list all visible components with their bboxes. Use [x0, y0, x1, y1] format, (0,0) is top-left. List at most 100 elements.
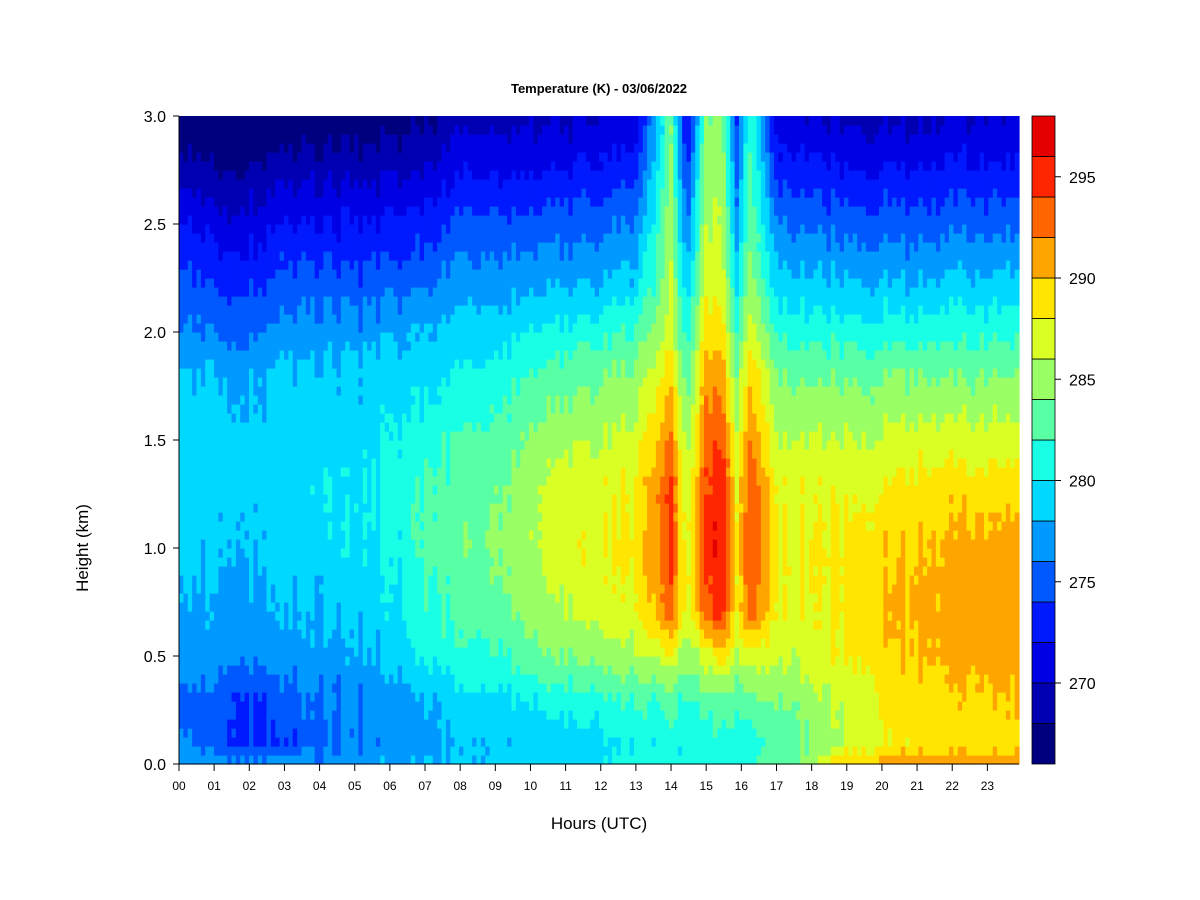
heatmap-cell	[349, 197, 355, 207]
heatmap-cell	[305, 242, 311, 252]
heatmap-cell	[222, 755, 228, 765]
heatmap-cell	[340, 701, 346, 711]
heatmap-cell	[218, 557, 224, 567]
heatmap-cell	[450, 629, 456, 639]
heatmap-cell	[235, 476, 241, 486]
heatmap-cell	[262, 458, 268, 468]
heatmap-cell	[323, 719, 329, 729]
heatmap-cell	[450, 755, 456, 765]
heatmap-cell	[419, 143, 425, 153]
heatmap-cell	[406, 575, 412, 585]
heatmap-cell	[415, 170, 421, 180]
heatmap-cell	[463, 251, 469, 261]
heatmap-cell	[397, 224, 403, 234]
heatmap-cell	[327, 278, 333, 288]
heatmap-cell	[323, 548, 329, 558]
heatmap-cell	[205, 251, 211, 261]
heatmap-cell	[327, 386, 333, 396]
heatmap-cell	[419, 341, 425, 351]
heatmap-cell	[214, 197, 219, 207]
heatmap-cell	[476, 305, 482, 315]
heatmap-cell	[415, 710, 421, 720]
heatmap-cell	[209, 575, 215, 585]
heatmap-cell	[362, 215, 368, 225]
heatmap-cell	[380, 584, 386, 594]
heatmap-cell	[371, 323, 377, 333]
heatmap-cell	[428, 629, 434, 639]
heatmap-cell	[459, 395, 464, 405]
heatmap-cell	[218, 647, 224, 657]
heatmap-cell	[397, 251, 403, 261]
heatmap-cell	[424, 449, 429, 459]
heatmap-cell	[472, 476, 478, 486]
heatmap-cell	[323, 458, 329, 468]
heatmap-cell	[345, 485, 351, 495]
heatmap-cell	[279, 485, 285, 495]
heatmap-cell	[205, 431, 211, 441]
heatmap-cell	[284, 665, 289, 675]
heatmap-cell	[323, 377, 329, 387]
heatmap-cell	[437, 278, 443, 288]
heatmap-cell	[450, 656, 456, 666]
heatmap-cell	[340, 332, 346, 342]
heatmap-cell	[214, 710, 219, 720]
heatmap-cell	[406, 566, 412, 576]
heatmap-cell	[253, 683, 259, 693]
heatmap-cell	[235, 350, 241, 360]
heatmap-cell	[384, 638, 390, 648]
heatmap-cell	[459, 215, 464, 225]
heatmap-cell	[310, 674, 316, 684]
heatmap-cell	[301, 512, 307, 522]
heatmap-cell	[214, 251, 219, 261]
heatmap-cell	[450, 395, 456, 405]
heatmap-cell	[432, 584, 438, 594]
heatmap-cell	[218, 269, 224, 279]
heatmap-cell	[222, 224, 228, 234]
heatmap-cell	[410, 548, 416, 558]
heatmap-cell	[262, 179, 268, 189]
heatmap-cell	[205, 161, 211, 171]
heatmap-cell	[367, 161, 373, 171]
heatmap-cell	[200, 755, 206, 765]
heatmap-cell	[467, 395, 473, 405]
heatmap-cell	[327, 215, 333, 225]
heatmap-cell	[196, 224, 202, 234]
heatmap-cell	[179, 575, 184, 585]
heatmap-cell	[454, 395, 460, 405]
heatmap-cell	[472, 170, 478, 180]
heatmap-cell	[432, 548, 438, 558]
heatmap-cell	[183, 449, 189, 459]
heatmap-cell	[419, 386, 425, 396]
heatmap-cell	[323, 251, 329, 261]
heatmap-cell	[345, 251, 351, 261]
heatmap-cell	[450, 602, 456, 612]
heatmap-cell	[380, 323, 386, 333]
heatmap-cell	[336, 305, 342, 315]
heatmap-cell	[432, 287, 438, 297]
heatmap-cell	[389, 737, 394, 747]
heatmap-cell	[445, 719, 451, 729]
heatmap-cell	[292, 359, 298, 369]
heatmap-cell	[415, 737, 421, 747]
heatmap-cell	[463, 530, 469, 540]
heatmap-cell	[222, 566, 228, 576]
heatmap-cell	[218, 368, 224, 378]
heatmap-cell	[441, 350, 447, 360]
heatmap-cell	[314, 179, 320, 189]
heatmap-cell	[450, 638, 456, 648]
heatmap-cell	[454, 368, 460, 378]
heatmap-cell	[410, 674, 416, 684]
heatmap-cell	[235, 251, 241, 261]
heatmap-cell	[231, 512, 237, 522]
heatmap-cell	[367, 602, 373, 612]
heatmap-cell	[314, 485, 320, 495]
heatmap-cell	[249, 746, 254, 756]
heatmap-cell	[209, 152, 215, 162]
heatmap-cell	[305, 152, 311, 162]
heatmap-cell	[428, 440, 434, 450]
heatmap-cell	[393, 467, 399, 477]
heatmap-cell	[222, 395, 228, 405]
heatmap-cell	[231, 593, 237, 603]
heatmap-cell	[257, 467, 263, 477]
heatmap-cell	[476, 458, 482, 468]
